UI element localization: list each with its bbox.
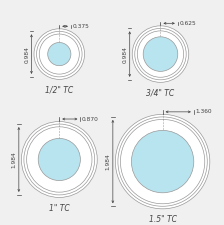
Circle shape bbox=[131, 130, 194, 193]
Text: 0.625: 0.625 bbox=[179, 21, 196, 26]
Text: 1.984: 1.984 bbox=[106, 153, 111, 170]
Text: 0.984: 0.984 bbox=[24, 46, 29, 63]
Text: 0.870: 0.870 bbox=[82, 117, 99, 122]
Text: 1.984: 1.984 bbox=[12, 151, 17, 168]
Circle shape bbox=[24, 124, 95, 195]
Circle shape bbox=[135, 28, 186, 80]
Circle shape bbox=[143, 37, 178, 71]
Circle shape bbox=[137, 31, 184, 77]
Circle shape bbox=[37, 31, 82, 77]
Circle shape bbox=[27, 127, 92, 192]
Circle shape bbox=[21, 122, 97, 197]
Text: 0.375: 0.375 bbox=[73, 24, 89, 29]
Circle shape bbox=[48, 43, 71, 66]
Circle shape bbox=[38, 138, 80, 181]
Circle shape bbox=[115, 114, 210, 209]
Text: 1.5" TC: 1.5" TC bbox=[149, 215, 177, 224]
Text: 1.360: 1.360 bbox=[196, 109, 212, 114]
Circle shape bbox=[118, 117, 207, 206]
Text: 1" TC: 1" TC bbox=[49, 204, 70, 213]
Text: 3/4" TC: 3/4" TC bbox=[146, 89, 175, 98]
Circle shape bbox=[132, 26, 189, 82]
Circle shape bbox=[39, 34, 79, 74]
Circle shape bbox=[34, 29, 85, 79]
Text: 1/2" TC: 1/2" TC bbox=[45, 86, 73, 95]
Circle shape bbox=[121, 119, 205, 204]
Text: 0.984: 0.984 bbox=[123, 46, 128, 63]
